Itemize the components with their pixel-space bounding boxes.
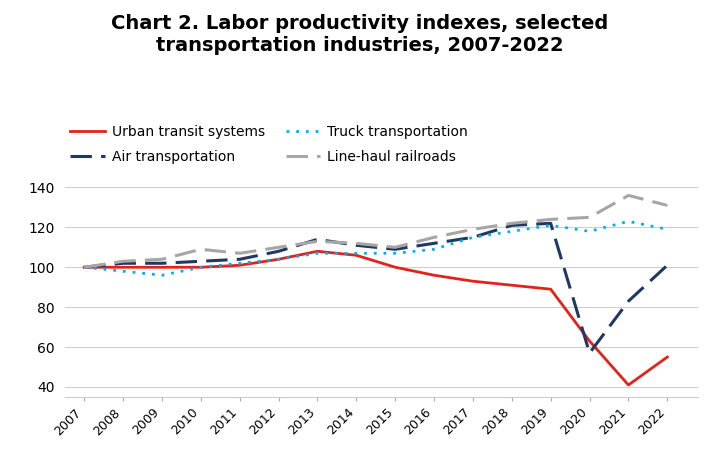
Legend: Urban transit systems, Air transportation, Truck transportation, Line-haul railr: Urban transit systems, Air transportatio… [65,119,474,169]
Text: Chart 2. Labor productivity indexes, selected
transportation industries, 2007-20: Chart 2. Labor productivity indexes, sel… [112,14,608,55]
